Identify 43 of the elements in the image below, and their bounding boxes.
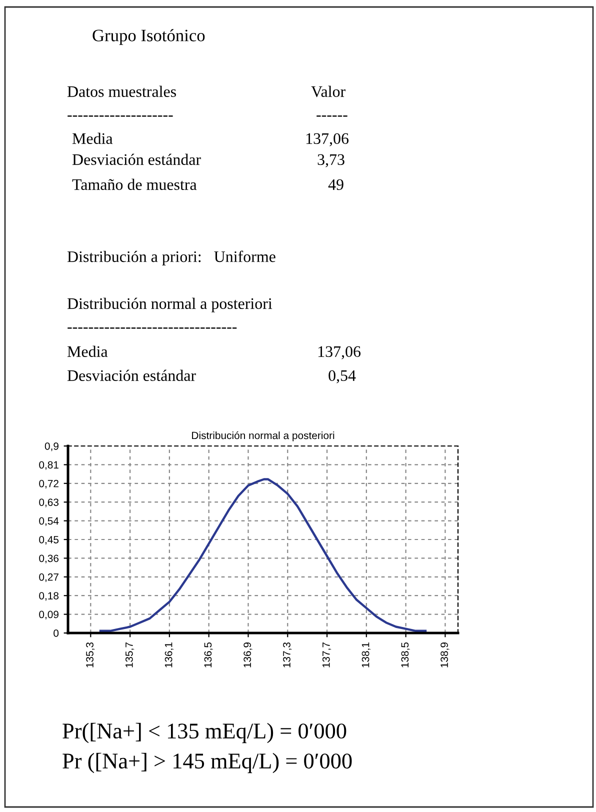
text: 137,06 xyxy=(318,346,361,360)
text: Media xyxy=(72,132,113,144)
text: Distribución normal a posteriori xyxy=(67,298,272,312)
y-tick-label: 0,9 xyxy=(44,442,58,452)
x-tick-label: 137,3 xyxy=(283,642,292,668)
x-tick-label: 136,5 xyxy=(204,642,213,668)
text: Distribución a priori: Uniforme xyxy=(67,250,276,266)
text: 3,73 xyxy=(318,154,344,168)
text: 49 xyxy=(328,179,344,190)
text: Pr ([Na+] > 145 mEq/L) = 0′000 xyxy=(62,752,352,774)
x-tick-label: 138,5 xyxy=(401,642,410,668)
x-tick-label: 136,9 xyxy=(244,642,252,668)
text: Datos muestrales xyxy=(67,86,176,97)
y-tick-label: 0 xyxy=(54,630,59,637)
text: Desviación estándar xyxy=(72,154,201,165)
x-tick-label: 135,7 xyxy=(125,642,134,668)
text: Grupo Isotónico xyxy=(92,29,205,45)
y-tick-label: 0,72 xyxy=(39,480,58,489)
x-tick-label: 135,3 xyxy=(86,642,95,668)
x-tick-label: 137,7 xyxy=(322,642,332,668)
x-tick-label: 138,9 xyxy=(440,642,450,668)
x-tick-label: 138,1 xyxy=(362,642,370,668)
line-series xyxy=(99,478,427,632)
y-tick-label: 0,63 xyxy=(39,498,59,508)
text: Desviación estándar xyxy=(67,370,196,381)
text: 137,06 xyxy=(306,133,349,146)
y-tick-label: 0,27 xyxy=(39,573,58,582)
text: Pr([Na+] < 135 mEq/L) = 0′000 xyxy=(62,722,346,744)
text: Tamaño de muestra xyxy=(72,178,197,190)
y-tick-label: 0,18 xyxy=(39,592,59,601)
x-tick-label: 136,1 xyxy=(164,642,174,668)
chart-title: Distribución normal a posteriori xyxy=(192,431,334,442)
y-tick-label: 0,54 xyxy=(39,517,59,526)
text: Valor xyxy=(311,86,346,98)
y-tick-label: 0,45 xyxy=(39,536,59,545)
text: -------------------- xyxy=(68,115,173,117)
text: 0,54 xyxy=(328,370,356,384)
text: -------------------------------- xyxy=(68,327,237,329)
y-tick-label: 0,36 xyxy=(39,554,59,564)
text: ------ xyxy=(316,115,348,117)
y-tick-label: 0,81 xyxy=(39,461,58,470)
text: Media xyxy=(67,346,108,357)
y-tick-label: 0,09 xyxy=(39,610,58,620)
